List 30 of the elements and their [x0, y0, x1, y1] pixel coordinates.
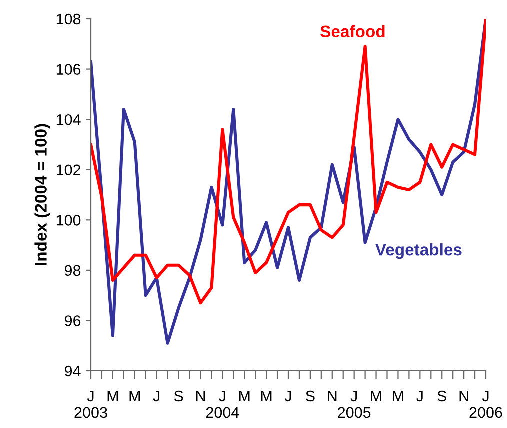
x-tick-label: M — [130, 391, 140, 402]
x-tick-label: J 2004 — [206, 391, 240, 418]
y-tick-label: 106 — [56, 64, 81, 75]
x-tick-label: J 2003 — [74, 391, 108, 418]
y-tick-label: 108 — [56, 14, 81, 25]
x-tick-label: J — [284, 391, 292, 402]
series-label: Seafood — [320, 25, 385, 38]
x-tick-label: M — [240, 391, 250, 402]
x-tick-label: S — [438, 390, 447, 402]
x-tick-label: N — [460, 391, 468, 402]
x-tick-label: M — [393, 391, 404, 402]
x-tick-label: N — [328, 391, 337, 402]
y-tick-label: 100 — [56, 215, 81, 226]
x-tick-label: S — [306, 390, 315, 402]
y-tick-label: 104 — [56, 114, 81, 126]
x-tick-label: M — [261, 391, 272, 402]
x-tick-label: N — [196, 391, 205, 402]
y-tick-label: 96 — [65, 316, 81, 326]
x-tick-label: J — [416, 391, 423, 402]
y-tick-label: 102 — [56, 164, 81, 176]
y-tick-label: 98 — [65, 265, 81, 276]
x-tick-label: J 2005 — [338, 391, 371, 418]
x-tick-label: M — [108, 391, 118, 402]
x-tick-label: M — [371, 391, 382, 402]
x-tick-label: J 2006 — [470, 391, 502, 418]
x-tick-label: S — [174, 390, 184, 402]
x-tick-label: J — [153, 391, 160, 402]
y-tick-label: 94 — [65, 366, 81, 377]
y-axis-title: Index (2004 = 100) — [34, 124, 50, 266]
series-label: Vegetables — [376, 244, 462, 260]
